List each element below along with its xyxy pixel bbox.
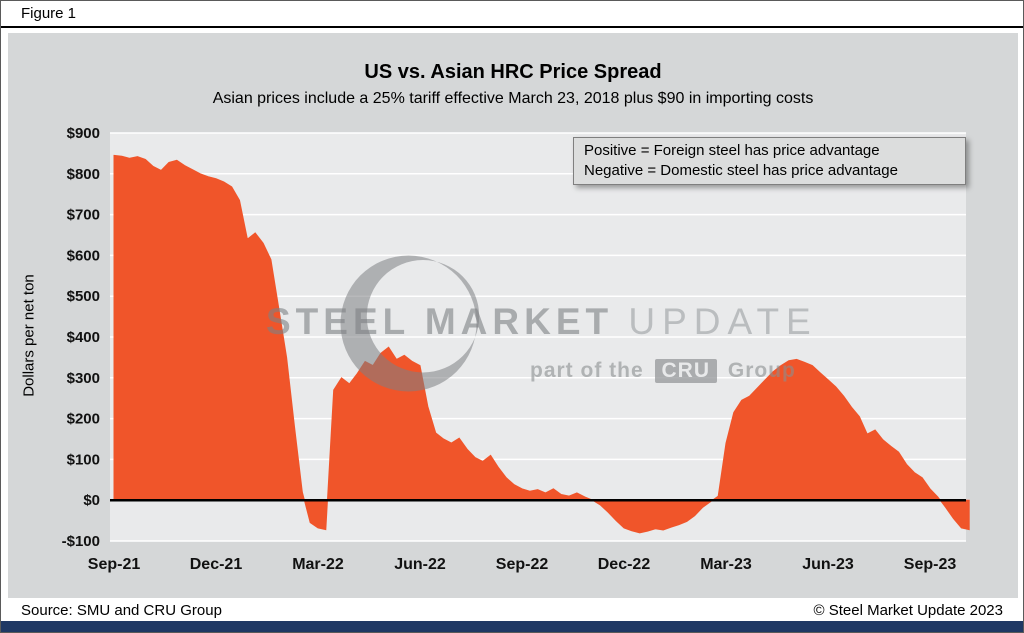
price-spread-area-series bbox=[113, 154, 970, 534]
x-tick-label: Dec-21 bbox=[190, 556, 243, 573]
x-tick-label: Dec-22 bbox=[598, 556, 651, 573]
figure-label: Figure 1 bbox=[21, 5, 77, 22]
x-tick-label: Mar-22 bbox=[292, 556, 344, 573]
x-tick-label: Mar-23 bbox=[700, 556, 752, 573]
legend-note-box: Positive = Foreign steel has price advan… bbox=[573, 137, 966, 185]
y-tick-label: $300 bbox=[67, 370, 100, 387]
y-tick-label: $800 bbox=[67, 166, 100, 183]
x-tick-label: Sep-21 bbox=[88, 556, 141, 573]
x-tick-label: Jun-22 bbox=[394, 556, 446, 573]
y-tick-label: $600 bbox=[67, 247, 100, 264]
y-tick-label: $700 bbox=[67, 207, 100, 224]
y-tick-label: $200 bbox=[67, 411, 100, 428]
figure-label-bar: Figure 1 bbox=[1, 1, 1023, 28]
x-tick-label: Sep-23 bbox=[904, 556, 957, 573]
legend-note-negative: Negative = Domestic steel has price adva… bbox=[584, 162, 898, 179]
copyright: © Steel Market Update 2023 bbox=[813, 602, 1004, 619]
y-tick-label: $0 bbox=[83, 492, 100, 509]
y-tick-label: $500 bbox=[67, 288, 100, 305]
chart-title: US vs. Asian HRC Price Spread bbox=[364, 61, 662, 83]
y-axis-title: Dollars per net ton bbox=[20, 274, 38, 397]
x-tick-label: Sep-22 bbox=[496, 556, 549, 573]
footer: Source: SMU and CRU Group © Steel Market… bbox=[1, 598, 1023, 623]
chart-area: -$100 $0 $100 $200 $300 $400 $500 $600 $700 $800 $… bbox=[8, 33, 1018, 598]
y-tick-label: $100 bbox=[67, 451, 100, 468]
price-spread-chart: -$100 $0 $100 $200 $300 $400 $500 $600 $700 $800 $… bbox=[62, 125, 970, 573]
y-tick-label: $400 bbox=[67, 329, 100, 346]
source-note: Source: SMU and CRU Group bbox=[21, 602, 222, 619]
legend-note-positive: Positive = Foreign steel has price advan… bbox=[584, 142, 880, 159]
y-tick-label: $900 bbox=[67, 125, 100, 142]
chart-subtitle: Asian prices include a 25% tariff effect… bbox=[212, 90, 814, 107]
y-tick-label: -$100 bbox=[62, 533, 100, 550]
bottom-accent-bar bbox=[1, 621, 1023, 632]
x-tick-label: Jun-23 bbox=[802, 556, 854, 573]
